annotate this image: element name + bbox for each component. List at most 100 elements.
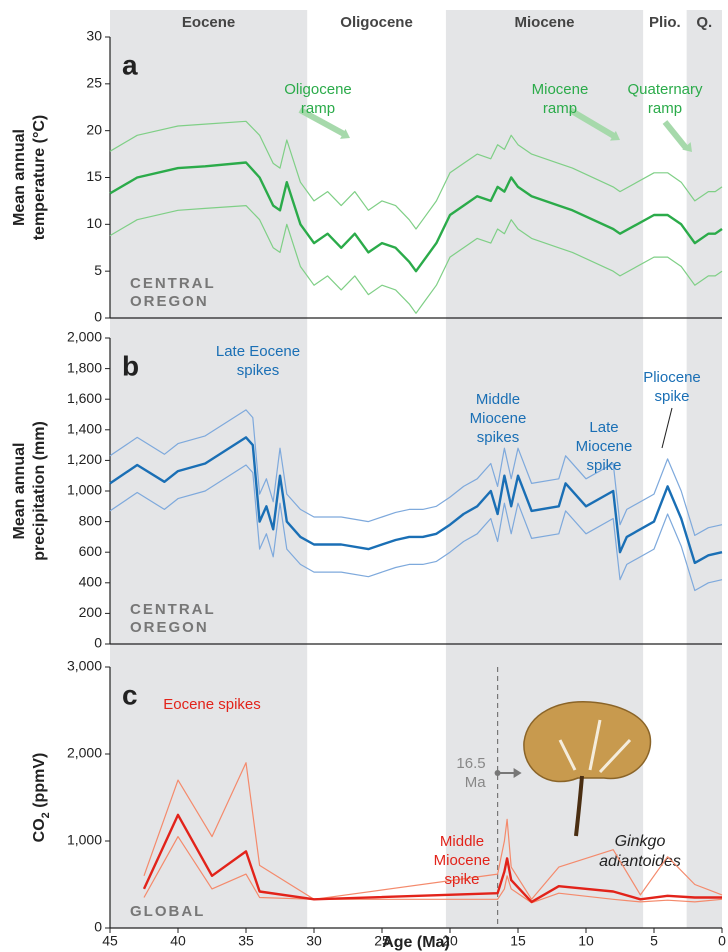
ramp-arrow bbox=[568, 107, 616, 139]
annotation: Miocene bbox=[532, 81, 589, 98]
y-tick-label: 30 bbox=[86, 28, 102, 44]
annotation: Oligocene bbox=[284, 81, 352, 98]
y-tick-label: 0 bbox=[94, 919, 102, 935]
region-label: CENTRAL bbox=[130, 275, 216, 292]
y-tick-label: 1,400 bbox=[67, 421, 102, 437]
bound-line bbox=[109, 205, 723, 314]
annotation: Middle bbox=[440, 833, 484, 850]
annotation: Late bbox=[589, 419, 618, 436]
y-tick-label: 600 bbox=[79, 543, 103, 559]
epoch-label: Plio. bbox=[649, 14, 681, 31]
annotation: ramp bbox=[543, 100, 577, 117]
annotation: spike bbox=[444, 871, 479, 888]
y-tick-label: 1,000 bbox=[67, 832, 102, 848]
bound-line bbox=[109, 464, 723, 592]
bound-line bbox=[143, 762, 723, 900]
annotation: Eocene spikes bbox=[163, 696, 261, 713]
panel-label: a bbox=[122, 49, 138, 80]
annotation: Late Eocene bbox=[216, 343, 300, 360]
x-tick-label: 0 bbox=[718, 933, 726, 949]
y-label-line: temperature (°C) bbox=[31, 115, 48, 241]
panel-label: b bbox=[122, 350, 139, 381]
panel-label: c bbox=[122, 679, 138, 710]
y-tick-label: 15 bbox=[86, 168, 102, 184]
x-tick-label: 15 bbox=[510, 933, 526, 949]
x-tick-label: 40 bbox=[170, 933, 186, 949]
x-tick-label: 45 bbox=[102, 933, 118, 949]
y-label-part: (ppmV) bbox=[31, 753, 48, 813]
epoch-label: Oligocene bbox=[340, 14, 413, 31]
reference-label: 16.5 bbox=[456, 755, 485, 772]
region-label: GLOBAL bbox=[130, 903, 205, 920]
annotation: spikes bbox=[477, 429, 520, 446]
annotation: spike bbox=[586, 457, 621, 474]
epoch-label: Eocene bbox=[182, 14, 235, 31]
ramp-arrow-head bbox=[340, 129, 350, 139]
x-axis-label: Age (Ma) bbox=[382, 934, 450, 951]
plots: Eocene Oligocene Miocene Plio. Q.05101520253… bbox=[11, 14, 726, 951]
y-tick-label: 0 bbox=[94, 309, 102, 325]
specimen-label: adiantoides bbox=[599, 853, 681, 870]
mean-line bbox=[109, 161, 723, 273]
annotation: spike bbox=[654, 388, 689, 405]
ramp-arrow-head bbox=[682, 142, 692, 152]
leaf-veins bbox=[558, 719, 632, 774]
bound-line bbox=[109, 409, 723, 536]
region-label: CENTRAL bbox=[130, 601, 216, 618]
y-label-part: 2 bbox=[40, 812, 52, 818]
arrow-head bbox=[513, 768, 522, 778]
x-tick-label: 30 bbox=[306, 933, 322, 949]
annotation: spikes bbox=[237, 362, 280, 379]
y-label-line: Mean annual bbox=[11, 443, 28, 540]
epoch-label: Miocene bbox=[515, 14, 575, 31]
y-axis-label: Mean annual precipitation (mm) bbox=[11, 421, 48, 561]
y-tick-label: 1,200 bbox=[67, 451, 102, 467]
y-axis-label: CO2 (ppmV) bbox=[31, 753, 52, 843]
x-tick-label: 25 bbox=[374, 933, 390, 949]
y-tick-label: 200 bbox=[79, 604, 103, 620]
bound-line bbox=[143, 836, 723, 904]
region-label: OREGON bbox=[130, 293, 209, 310]
specimen-label: Ginkgo bbox=[615, 833, 666, 850]
y-tick-label: 20 bbox=[86, 121, 102, 137]
y-label-line: precipitation (mm) bbox=[31, 421, 48, 561]
epoch-band bbox=[686, 10, 722, 928]
y-tick-label: 25 bbox=[86, 75, 102, 91]
ramp-arrow bbox=[298, 107, 346, 137]
x-tick-label: 10 bbox=[578, 933, 594, 949]
annotation: Pliocene bbox=[643, 369, 701, 386]
x-tick-label: 5 bbox=[650, 933, 658, 949]
x-tick-label: 35 bbox=[238, 933, 254, 949]
ginkgo-leaf bbox=[523, 701, 652, 837]
y-tick-label: 0 bbox=[94, 635, 102, 651]
mean-line bbox=[109, 436, 723, 565]
y-tick-label: 3,000 bbox=[67, 658, 102, 674]
leaf-stem bbox=[574, 775, 584, 837]
x-tick-label: 20 bbox=[442, 933, 458, 949]
leaf-blade bbox=[523, 701, 652, 783]
annotation: ramp bbox=[301, 100, 335, 117]
y-tick-label: 1,600 bbox=[67, 390, 102, 406]
annotation: Middle bbox=[476, 391, 520, 408]
annotation-leader bbox=[661, 407, 673, 449]
epoch-label: Q. bbox=[696, 14, 712, 31]
y-tick-label: 400 bbox=[79, 574, 103, 590]
annotation: Miocene bbox=[434, 852, 491, 869]
ramp-arrow bbox=[662, 120, 689, 150]
mean-line bbox=[142, 813, 722, 904]
ramp-arrow-head bbox=[610, 130, 620, 141]
annotation: Quaternary bbox=[627, 81, 703, 98]
y-tick-label: 10 bbox=[86, 215, 102, 231]
annotation: Miocene bbox=[576, 438, 633, 455]
y-label-line: Mean annual bbox=[11, 129, 28, 226]
reference-label: Ma bbox=[465, 774, 486, 791]
annotation: ramp bbox=[648, 100, 682, 117]
bound-line bbox=[109, 120, 723, 230]
y-label-part: CO bbox=[31, 818, 48, 842]
y-tick-label: 1,000 bbox=[67, 482, 102, 498]
annotation: Miocene bbox=[470, 410, 527, 427]
y-tick-label: 2,000 bbox=[67, 329, 102, 345]
y-tick-label: 2,000 bbox=[67, 745, 102, 761]
epoch-bands bbox=[110, 10, 722, 928]
